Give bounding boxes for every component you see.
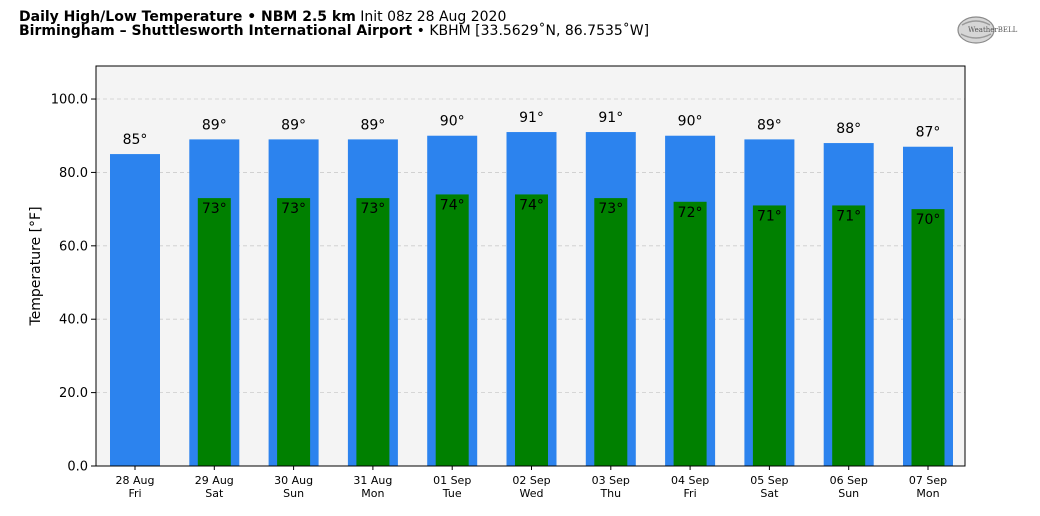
x-tick-day: Wed — [520, 487, 544, 500]
x-tick-day: Sun — [283, 487, 304, 500]
logo-text: WeatherBELL — [968, 26, 1018, 34]
high-value-label: 91° — [598, 110, 623, 126]
chart-title: Daily High/Low Temperature • NBM 2.5 km — [19, 9, 356, 25]
low-bar — [594, 198, 628, 466]
low-temperature-labels: 73° 73° 73° 74° 74° 73° 72° 71° 71° 70° — [202, 197, 941, 228]
high-value-label: 89° — [757, 117, 782, 133]
low-value-label: 73° — [360, 201, 385, 217]
x-tick-date: 29 Aug — [195, 474, 234, 487]
x-tick-day: Mon — [361, 487, 384, 500]
x-tick-date: 01 Sep — [433, 474, 471, 487]
low-bar — [515, 194, 548, 466]
low-value-label: 73° — [202, 201, 227, 217]
high-value-label: 90° — [440, 114, 465, 130]
high-value-label: 88° — [836, 121, 861, 137]
x-tick-day: Sat — [205, 487, 224, 500]
low-bar — [911, 209, 945, 466]
x-tick-date: 31 Aug — [353, 474, 392, 487]
x-tick-date: 06 Sep — [830, 474, 868, 487]
low-bar — [673, 201, 707, 466]
low-value-label: 71° — [757, 208, 782, 224]
x-tick-day: Thu — [599, 487, 621, 500]
x-tick-day: Fri — [128, 487, 141, 500]
x-tick-day: Tue — [442, 487, 462, 500]
x-tick-day: Sun — [838, 487, 859, 500]
low-bar — [356, 198, 390, 466]
high-value-label: 87° — [916, 125, 941, 141]
x-tick-date: 30 Aug — [274, 474, 313, 487]
y-tick-label: 80.0 — [59, 166, 88, 181]
low-bar — [832, 205, 866, 467]
weatherbell-logo: WeatherBELL — [957, 16, 1018, 44]
x-tick-date: 04 Sep — [671, 474, 709, 487]
low-value-label: 73° — [598, 201, 623, 217]
low-value-label: 72° — [678, 205, 703, 221]
plot-frame — [95, 65, 966, 467]
high-value-label: 89° — [281, 117, 306, 133]
x-tick-date: 03 Sep — [592, 474, 630, 487]
y-tick-label: 100.0 — [51, 93, 88, 108]
low-bar — [197, 198, 231, 466]
low-value-label: 70° — [916, 212, 941, 228]
high-value-label: 89° — [202, 117, 227, 133]
y-tick-label: 0.0 — [67, 460, 88, 475]
x-tick-date: 28 Aug — [116, 474, 155, 487]
low-bar — [277, 198, 311, 466]
high-bar — [110, 154, 160, 466]
chart-title-line: Daily High/Low Temperature • NBM 2.5 km … — [19, 9, 506, 25]
high-temperature-labels: 85° 89° 89° 89° 90° 91° 91° 90° 89° 88° 87° — [123, 110, 941, 148]
high-value-label: 91° — [519, 110, 544, 126]
x-tick-day: Sat — [760, 487, 779, 500]
high-value-label: 90° — [678, 114, 703, 130]
init-time: Init 08z 28 Aug 2020 — [360, 9, 507, 25]
x-tick-day: Mon — [916, 487, 939, 500]
x-tick-date: 05 Sep — [750, 474, 788, 487]
high-value-label: 89° — [360, 117, 385, 133]
location-line: Birmingham – Shuttlesworth International… — [19, 23, 649, 39]
x-tick-day: Fri — [684, 487, 697, 500]
low-value-label: 73° — [281, 201, 306, 217]
x-tick-date: 02 Sep — [512, 474, 550, 487]
y-axis-label: Temperature [°F] — [28, 206, 44, 326]
y-axis: 0.0 20.0 40.0 60.0 80.0 100.0 — [51, 93, 96, 475]
x-tick-date: 07 Sep — [909, 474, 947, 487]
location-coordinates: • KBHM [33.5629˚N, 86.7535˚W] — [416, 23, 650, 39]
y-tick-label: 20.0 — [59, 386, 88, 401]
y-tick-label: 60.0 — [59, 239, 88, 254]
low-value-label: 74° — [440, 197, 465, 213]
location-name: Birmingham – Shuttlesworth International… — [19, 23, 413, 39]
low-value-label: 71° — [836, 208, 861, 224]
low-value-label: 74° — [519, 197, 544, 213]
low-bar — [752, 205, 786, 467]
low-temperature-bars — [197, 194, 945, 467]
low-bar — [435, 194, 469, 466]
high-value-label: 85° — [123, 132, 148, 148]
y-tick-label: 40.0 — [59, 313, 88, 328]
